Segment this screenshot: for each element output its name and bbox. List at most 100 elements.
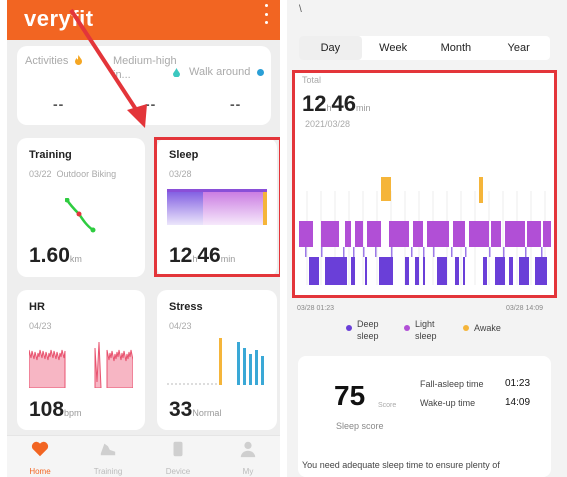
stage-connector <box>423 247 425 257</box>
deep-sleep-segment <box>423 257 425 285</box>
walk-around-value: -- <box>230 96 242 112</box>
pointer-arrow <box>69 8 147 128</box>
legend-light-sleep-label: Light sleep <box>415 319 437 341</box>
legend-deep-sleep-dot <box>346 325 352 331</box>
stress-date: 04/23 <box>169 321 192 331</box>
legend-light-sleep-dot <box>404 325 410 331</box>
deep-sleep-segment <box>405 257 409 285</box>
training-card[interactable]: Training 03/22 Outdoor Biking 1.60km <box>17 138 145 277</box>
stage-connector <box>343 247 345 257</box>
sleep-score-value: 75 <box>334 380 366 411</box>
legend-awake: Awake <box>463 322 501 334</box>
total-minutes-unit: min <box>355 103 371 113</box>
activities-label: Activities <box>25 55 69 67</box>
light-sleep-segment <box>321 221 339 247</box>
stress-value: 33 <box>169 398 193 421</box>
stress-card[interactable]: Stress 04/23 33Normal <box>157 290 277 430</box>
tab-home[interactable]: Home <box>15 440 65 476</box>
tab-week[interactable]: Week <box>379 42 408 54</box>
tab-year[interactable]: Year <box>507 42 530 54</box>
awake-segment <box>381 177 391 201</box>
shoe-icon <box>100 443 116 456</box>
deep-sleep-segment <box>495 257 505 285</box>
more-menu-icon[interactable] <box>262 4 270 24</box>
route-map <box>65 198 96 233</box>
sleep-legend: Deep sleep Light sleep Awake <box>342 318 562 344</box>
total-minutes: 46 <box>331 91 356 116</box>
deep-sleep-segment <box>309 257 319 285</box>
sleep-score-label: Sleep score <box>336 421 384 431</box>
sleep-card[interactable]: Sleep 03/28 12h46min <box>157 138 277 277</box>
stress-title: Stress <box>169 301 203 313</box>
light-sleep-segment <box>413 221 423 247</box>
axis-start-time: 03/28 01:23 <box>297 305 334 312</box>
stage-connector <box>451 247 453 257</box>
tab-device[interactable]: Device <box>153 440 203 476</box>
deep-sleep-segment <box>351 257 355 285</box>
sleep-title: Sleep <box>169 149 199 161</box>
stage-connector <box>411 247 413 257</box>
deep-sleep-segment <box>379 257 393 285</box>
legend-awake-dot <box>463 325 469 331</box>
activities-stat: Activities <box>25 54 83 68</box>
light-sleep-segment <box>453 221 465 247</box>
training-distance-unit: km <box>69 254 82 264</box>
tab-month[interactable]: Month <box>440 42 472 54</box>
deep-sleep-segment <box>325 257 347 285</box>
legend-deep-sleep: Deep sleep <box>346 318 393 342</box>
stage-connector <box>353 247 355 257</box>
light-sleep-segment <box>527 221 541 247</box>
hr-title: HR <box>29 301 45 313</box>
hr-reading: 108bpm <box>29 398 82 422</box>
axis-end-time: 03/28 14:09 <box>506 305 543 312</box>
home-screen: veryfit Activities Medium-high in... Wal… <box>7 0 280 477</box>
light-sleep-segment <box>299 221 313 247</box>
deep-sleep-segment <box>535 257 547 285</box>
training-date: 03/22 <box>29 169 52 179</box>
stress-reading: 33Normal <box>169 398 221 422</box>
training-type: Outdoor Biking <box>56 169 117 179</box>
hr-card[interactable]: HR 04/23 108bpm <box>17 290 145 430</box>
drop-icon <box>173 68 180 77</box>
tab-training[interactable]: Training <box>83 440 133 476</box>
stage-connector <box>503 247 505 257</box>
fall-asleep-value: 01:23 <box>505 378 531 389</box>
tab-my[interactable]: My <box>223 440 273 476</box>
sleep-score-unit: Score <box>378 402 397 409</box>
sleep-mini-chart <box>167 189 267 225</box>
tab-day[interactable]: Day <box>299 36 362 60</box>
back-button[interactable]: \ <box>299 4 302 15</box>
stage-connector <box>433 247 435 257</box>
hr-date: 04/23 <box>29 321 52 331</box>
walk-around-stat: Walk around <box>189 65 265 79</box>
deep-sleep-segment <box>509 257 513 285</box>
light-sleep-segment <box>355 221 363 247</box>
sleep-stage-chart <box>299 177 551 285</box>
legend-light-sleep: Light sleep <box>404 318 451 342</box>
person-icon <box>240 441 256 458</box>
deep-sleep-segment <box>415 257 419 285</box>
light-sleep-segment <box>389 221 409 247</box>
light-sleep-segment <box>427 221 449 247</box>
light-sleep-segment <box>491 221 501 247</box>
stage-connector <box>391 247 393 257</box>
sleep-score-card: 75 Score Sleep score Fall-asleep time 01… <box>298 356 551 477</box>
clock-icon <box>257 68 265 76</box>
total-hours: 12 <box>302 91 327 116</box>
stage-connector <box>375 247 377 257</box>
watch-icon <box>173 441 183 457</box>
total-duration: 12h46min <box>302 91 371 117</box>
stage-connector <box>489 247 491 257</box>
stage-connector <box>525 247 527 257</box>
sleep-hours: 12 <box>169 244 193 267</box>
stage-connector <box>321 247 323 257</box>
heart-icon <box>31 441 49 457</box>
stage-connector <box>305 247 307 257</box>
deep-sleep-segment <box>519 257 529 285</box>
medium-high-value: -- <box>145 96 157 112</box>
light-sleep-segment <box>345 221 351 247</box>
sleep-date: 03/28 <box>169 169 192 179</box>
light-sleep-segment <box>469 221 489 247</box>
flame-icon <box>75 55 83 65</box>
stress-mini-chart <box>167 338 264 385</box>
